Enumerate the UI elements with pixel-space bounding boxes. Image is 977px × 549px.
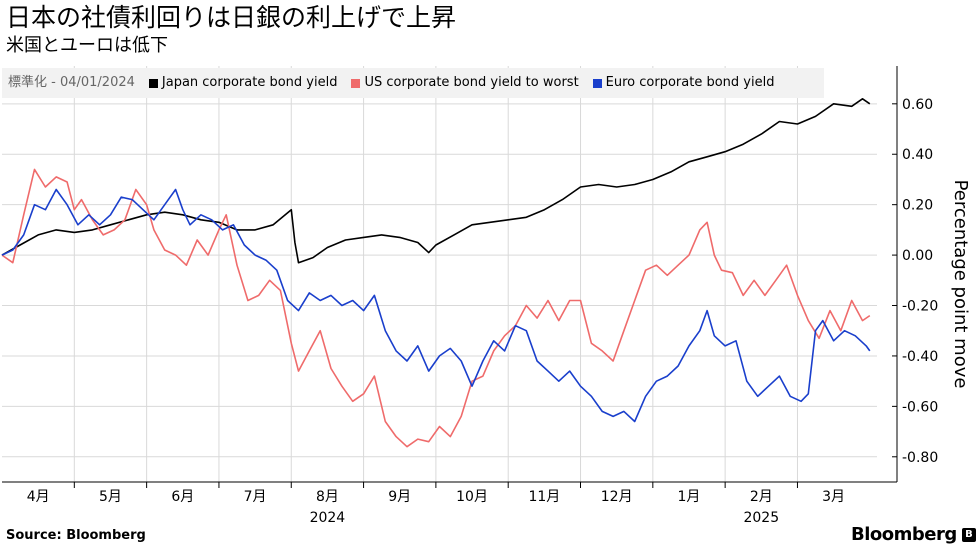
x-tick-label: 11月 [528,489,560,505]
legend-item-euro: Euro corporate bond yield [592,75,775,91]
series-line-us [1,168,871,448]
x-tick-label: 4月 [27,489,50,505]
legend-label-us: US corporate bond yield to worst [364,75,579,90]
x-tick-label: 5月 [99,489,122,505]
series-lines [1,98,871,448]
source-note: Source: Bloomberg [6,528,146,543]
legend-item-us: US corporate bond yield to worst [351,75,579,91]
y-tick-label: 0.20 [902,198,933,214]
legend-label-japan: Japan corporate bond yield [161,75,338,90]
x-tick-label: 12月 [601,489,633,505]
x-year-label: 2025 [743,510,779,526]
brand-name: Bloomberg [851,524,957,545]
y-tick-label: -0.80 [902,450,938,466]
legend: 標準化 - 04/01/2024 Japan corporate bond yi… [8,75,788,91]
y-tick-label: -0.60 [902,399,938,415]
month-grid-lines [73,66,798,482]
x-tick-label: 10月 [456,489,488,505]
legend-normalization: 標準化 - 04/01/2024 [8,75,135,90]
tick-labels: 0.60 0.40 0.20 0.00 -0.20 -0.40 -0.60 -0.80 Perc… [27,97,971,526]
legend-swatch-euro [592,78,602,88]
x-tick-label: 2月 [750,489,773,505]
y-tick-label: 0.00 [902,248,933,264]
legend-label-euro: Euro corporate bond yield [605,75,775,90]
y-axis-title: Percentage point move [950,180,971,389]
series-line-euro [1,188,871,423]
x-tick-label: 7月 [244,489,267,505]
axes [2,66,898,488]
legend-swatch-japan [148,78,158,88]
x-tick-label: 9月 [388,489,411,505]
page-title: 日本の社債利回りは日銀の利上げで上昇 [6,3,457,32]
x-tick-label: 6月 [171,489,194,505]
grid-lines [2,103,877,458]
x-tick-label: 8月 [316,489,339,505]
legend-background [2,68,824,98]
x-year-label: 2024 [310,510,346,526]
x-tick-label: 3月 [822,489,845,505]
legend-swatch-us [351,78,361,88]
legend-item-japan: Japan corporate bond yield [148,75,338,91]
x-tick-label: 1月 [678,489,701,505]
y-tick-label: 0.40 [902,147,933,163]
y-tick-label: 0.60 [902,97,933,113]
brand-logo: Bloomberg B [851,524,976,545]
page-subtitle: 米国とユーロは低下 [6,35,168,56]
y-tick-label: -0.40 [902,349,938,365]
y-tick-label: -0.20 [902,299,938,315]
bloomberg-tile-icon: B [961,527,976,542]
